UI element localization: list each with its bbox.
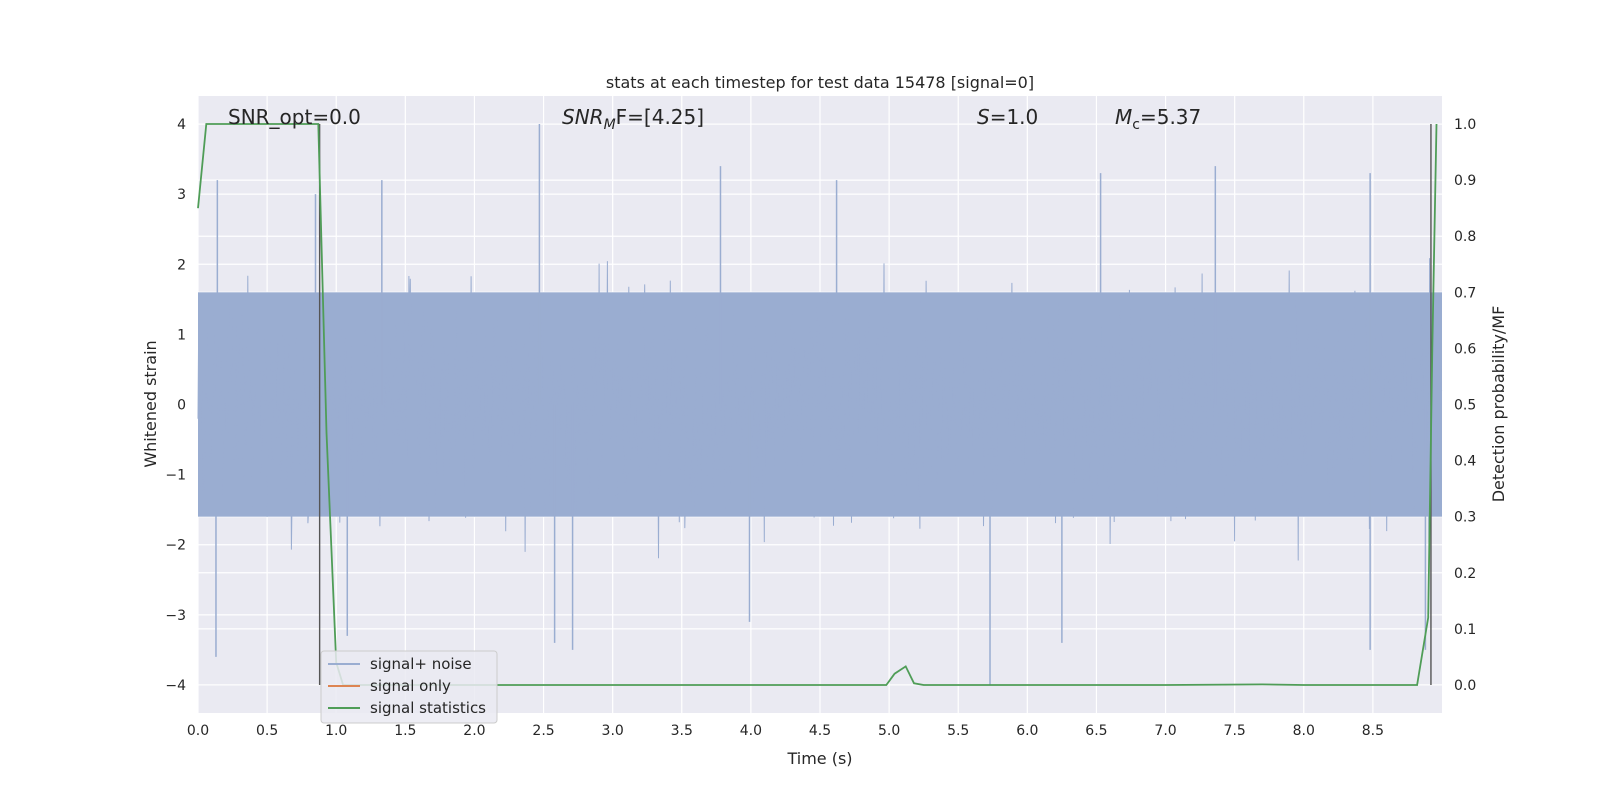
x-tick-label: 6.5 xyxy=(1085,723,1107,739)
series-signal-statistics xyxy=(197,123,1438,686)
y-right-tick-label: 0.4 xyxy=(1454,454,1476,470)
noise-trace xyxy=(197,258,1443,561)
x-tick-label: 3.0 xyxy=(602,723,624,739)
y-right-tick-label: 0.2 xyxy=(1454,566,1476,582)
annotation-mc: Mc=5.37 xyxy=(1115,105,1201,133)
s-main: S xyxy=(977,105,990,129)
legend-label-signal-statistics: signal statistics xyxy=(370,699,486,717)
y-right-tick-label: 0.5 xyxy=(1454,398,1476,414)
legend-label-signal-only: signal only xyxy=(370,677,451,695)
x-tick-label: 2.0 xyxy=(463,723,485,739)
y-tick-label: −2 xyxy=(165,538,186,554)
mc-rest: =5.37 xyxy=(1140,105,1201,129)
s-rest: =1.0 xyxy=(990,105,1039,129)
x-tick-label: 5.5 xyxy=(947,723,969,739)
signal-statistics-line xyxy=(197,123,1438,686)
y-axis-label: Whitened strain xyxy=(141,340,160,467)
x-tick-label: 0.0 xyxy=(187,723,209,739)
y-tick-label: 0 xyxy=(177,398,186,414)
y-tick-labels: −4 −3 −2 −1 0 1 2 3 4 xyxy=(165,117,186,694)
x-tick-label: 5.0 xyxy=(878,723,900,739)
legend-box xyxy=(320,650,498,724)
y-tick-label: 4 xyxy=(177,117,186,133)
y-right-tick-label: 0.0 xyxy=(1454,678,1476,694)
x-tick-label: 1.5 xyxy=(394,723,416,739)
y-right-tick-label: 0.6 xyxy=(1454,341,1476,357)
y-tick-label: 2 xyxy=(177,257,186,273)
y-right-tick-label: 1.0 xyxy=(1454,117,1476,133)
x-tick-label: 1.0 xyxy=(325,723,347,739)
annotation-s: S=1.0 xyxy=(977,105,1038,129)
y-tick-label: −1 xyxy=(165,468,186,484)
y-tick-label: 1 xyxy=(177,327,186,343)
x-tick-label: 8.5 xyxy=(1362,723,1384,739)
mc-sub: c xyxy=(1132,117,1140,133)
x-tick-label: 7.0 xyxy=(1154,723,1176,739)
snr-mf-main: SNR xyxy=(562,105,604,129)
y-tick-label: 3 xyxy=(177,187,186,203)
mc-main: M xyxy=(1115,105,1132,129)
x-tick-label: 2.5 xyxy=(532,723,554,739)
x-tick-labels: 0.0 0.5 1.0 1.5 2.0 2.5 3.0 3.5 4.0 4.5 5.0 5.5 6.0 6… xyxy=(187,723,1384,739)
x-tick-label: 0.5 xyxy=(256,723,278,739)
x-tick-label: 7.5 xyxy=(1224,723,1246,739)
x-tick-label: 3.5 xyxy=(671,723,693,739)
y-tick-label: −4 xyxy=(165,678,186,694)
x-tick-label: 4.5 xyxy=(809,723,831,739)
y-right-tick-label: 0.3 xyxy=(1454,510,1476,526)
chart-title: stats at each timestep for test data 154… xyxy=(606,73,1034,92)
y-right-tick-label: 0.7 xyxy=(1454,285,1476,301)
x-tick-label: 6.0 xyxy=(1016,723,1038,739)
series-signal-noise xyxy=(197,124,1443,685)
annotation-snr-mf: SNRMF=[4.25] xyxy=(562,105,704,133)
x-axis-label: Time (s) xyxy=(786,749,852,768)
legend: signal+ noise signal only signal statist… xyxy=(320,650,498,724)
y-tick-label: −3 xyxy=(165,608,186,624)
snr-mf-rest: F=[4.25] xyxy=(616,105,704,129)
x-tick-label: 4.0 xyxy=(740,723,762,739)
annotation-snr-opt: SNR_opt=0.0 xyxy=(228,105,361,129)
y-right-tick-label: 0.8 xyxy=(1454,229,1476,245)
x-tick-label: 8.0 xyxy=(1293,723,1315,739)
snr-mf-sub: M xyxy=(604,117,616,133)
y-right-tick-label: 0.1 xyxy=(1454,622,1476,638)
y-right-axis-label: Detection probability/MF xyxy=(1489,306,1508,503)
legend-label-signal-noise: signal+ noise xyxy=(370,655,472,673)
y-right-tick-labels: 0.0 0.1 0.2 0.3 0.4 0.5 0.6 0.7 0.8 0.9 1.0 xyxy=(1454,117,1476,694)
y-right-tick-label: 0.9 xyxy=(1454,173,1476,189)
